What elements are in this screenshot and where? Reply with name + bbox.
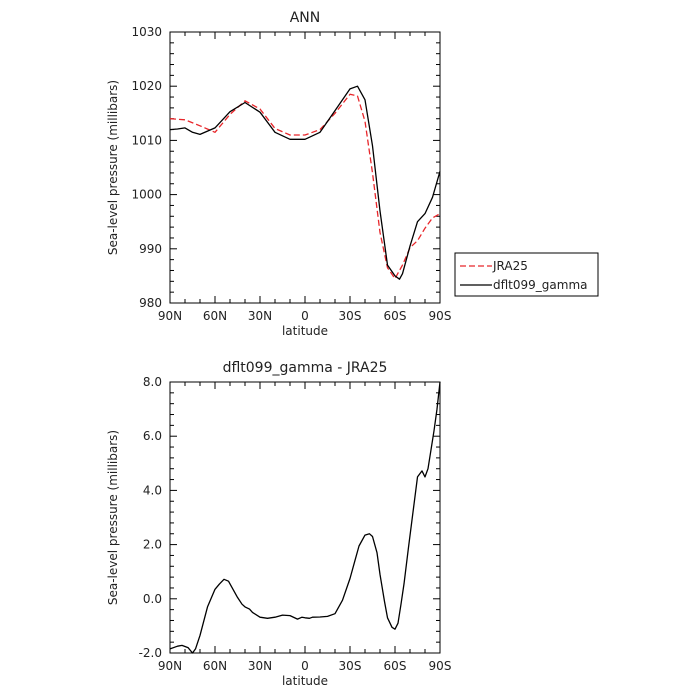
x-tick-label: 30N	[248, 309, 272, 323]
y-tick-label: 1020	[131, 79, 162, 93]
series-line-jra25	[169, 93, 441, 280]
x-tick-label: 90S	[429, 659, 452, 673]
top-panel: 90N 60N 30N 0 30S 60S 90S 980 990 1000 1010 1020 103…	[106, 10, 451, 338]
plot-frame	[169, 31, 441, 304]
series-line-dflt099-gamma	[169, 85, 441, 280]
x-axis-label: latitude	[282, 324, 328, 338]
x-tick-label: 90N	[158, 659, 182, 673]
y-tick-label: -2.0	[139, 646, 162, 660]
x-tick-label: 0	[301, 659, 309, 673]
x-tick-label: 90N	[158, 309, 182, 323]
x-tick-label: 30N	[248, 659, 272, 673]
y-axis-label: Sea-level pressure (millibars)	[106, 430, 120, 605]
series-line-difference	[169, 381, 441, 654]
y-tick-label: 1010	[131, 133, 162, 147]
chart-title: ANN	[290, 10, 321, 26]
x-tick-label: 60S	[384, 659, 407, 673]
chart-title: dflt099_gamma - JRA25	[223, 360, 388, 376]
y-tick-label: 1030	[131, 25, 162, 39]
legend: JRA25 dflt099_gamma	[454, 252, 599, 297]
legend-entry: dflt099_gamma	[493, 278, 588, 292]
y-tick-label: 980	[139, 296, 162, 310]
y-axis-label: Sea-level pressure (millibars)	[106, 80, 120, 255]
x-tick-label: 60N	[203, 309, 227, 323]
x-tick-label: 90S	[429, 309, 452, 323]
x-tick-label: 30S	[339, 309, 362, 323]
y-tick-label: 1000	[131, 188, 162, 202]
y-tick-label: 4.0	[143, 483, 162, 497]
legend-box	[454, 252, 599, 297]
y-tick-label: 0.0	[143, 592, 162, 606]
bottom-panel: 90N 60N 30N 0 30S 60S 90S -2.0 0.0 2.0 4.0 6.0 8.0 df…	[106, 360, 451, 688]
y-tick-label: 2.0	[143, 538, 162, 552]
x-axis-label: latitude	[282, 674, 328, 688]
legend-entry: JRA25	[492, 259, 528, 273]
x-tick-label: 30S	[339, 659, 362, 673]
y-tick-label: 990	[139, 242, 162, 256]
x-tick-label: 60N	[203, 659, 227, 673]
y-tick-label: 6.0	[143, 429, 162, 443]
x-tick-label: 0	[301, 309, 309, 323]
y-tick-label: 8.0	[143, 375, 162, 389]
x-tick-label: 60S	[384, 309, 407, 323]
